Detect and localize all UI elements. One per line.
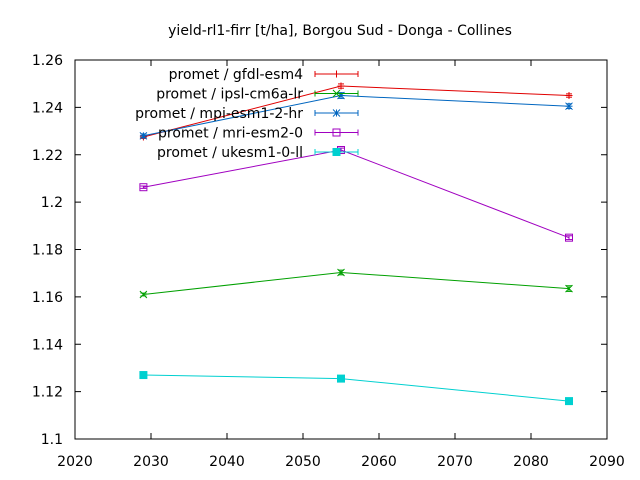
- legend-label: promet / mri-esm2-0: [158, 126, 303, 142]
- legend-marker: [332, 148, 341, 156]
- legend-marker: [333, 70, 340, 78]
- data-point: [337, 374, 345, 383]
- y-tick-label: 1.26: [32, 53, 63, 69]
- legend-marker: [332, 109, 341, 117]
- x-tick-label: 2080: [513, 454, 549, 470]
- y-tick-label: 1.12: [32, 385, 63, 401]
- data-point: [139, 290, 148, 299]
- x-tick-label: 2030: [133, 454, 169, 470]
- data-point: [337, 268, 345, 277]
- data-point: [139, 183, 148, 192]
- legend-label: promet / mpi-esm1-2-hr: [135, 106, 303, 122]
- y-tick-label: 1.22: [32, 148, 63, 164]
- data-point: [565, 284, 573, 293]
- legend-entry: promet / ipsl-cm6a-lr: [156, 87, 359, 103]
- data-point: [565, 92, 573, 100]
- series-1: [139, 268, 573, 299]
- data-point: [139, 131, 148, 140]
- legend: promet / gfdl-esm4 promet / ipsl-cm6a-lr p…: [135, 67, 359, 161]
- x-tick-label: 2040: [209, 454, 245, 470]
- legend-label: promet / ipsl-cm6a-lr: [156, 87, 303, 103]
- y-tick-label: 1.2: [41, 195, 63, 211]
- y-tick-label: 1.16: [32, 290, 63, 306]
- legend-label: promet / ukesm1-0-ll: [157, 145, 303, 161]
- series-group: [139, 82, 573, 406]
- series-3: [139, 146, 573, 242]
- series-line: [143, 271, 570, 296]
- series-line: [143, 374, 570, 402]
- x-tick-label: 2090: [589, 454, 625, 470]
- x-tick-label: 2070: [437, 454, 473, 470]
- axis-ticks: [74, 59, 608, 440]
- legend-marker: [332, 89, 341, 98]
- chart-title: yield-rl1-firr [t/ha], Borgou Sud - Dong…: [168, 23, 512, 39]
- legend-marker: [332, 128, 341, 137]
- data-point: [565, 397, 573, 406]
- x-tick-label: 2050: [285, 454, 321, 470]
- legend-entry: promet / gfdl-esm4: [169, 67, 359, 83]
- y-tick-label: 1.1: [41, 432, 63, 448]
- x-tick-label: 2020: [57, 454, 93, 470]
- legend-entry: promet / mri-esm2-0: [158, 126, 359, 142]
- legend-entry: promet / ukesm1-0-ll: [157, 145, 359, 161]
- data-point: [139, 371, 148, 380]
- data-point: [565, 233, 573, 242]
- data-point: [565, 102, 573, 111]
- series-2: [139, 91, 573, 140]
- series-line: [143, 149, 570, 239]
- series-4: [139, 371, 573, 406]
- y-tick-label: 1.14: [32, 337, 63, 353]
- axis-tick-labels: 2020 2030 2040 2050 2060 2070 2080 2090 1.1 1.12 1…: [32, 53, 625, 470]
- y-tick-label: 1.18: [32, 243, 63, 259]
- data-point: [337, 82, 345, 90]
- legend-entry: promet / mpi-esm1-2-hr: [135, 106, 359, 122]
- legend-label: promet / gfdl-esm4: [169, 67, 303, 83]
- x-tick-label: 2060: [361, 454, 397, 470]
- y-tick-label: 1.24: [32, 100, 63, 116]
